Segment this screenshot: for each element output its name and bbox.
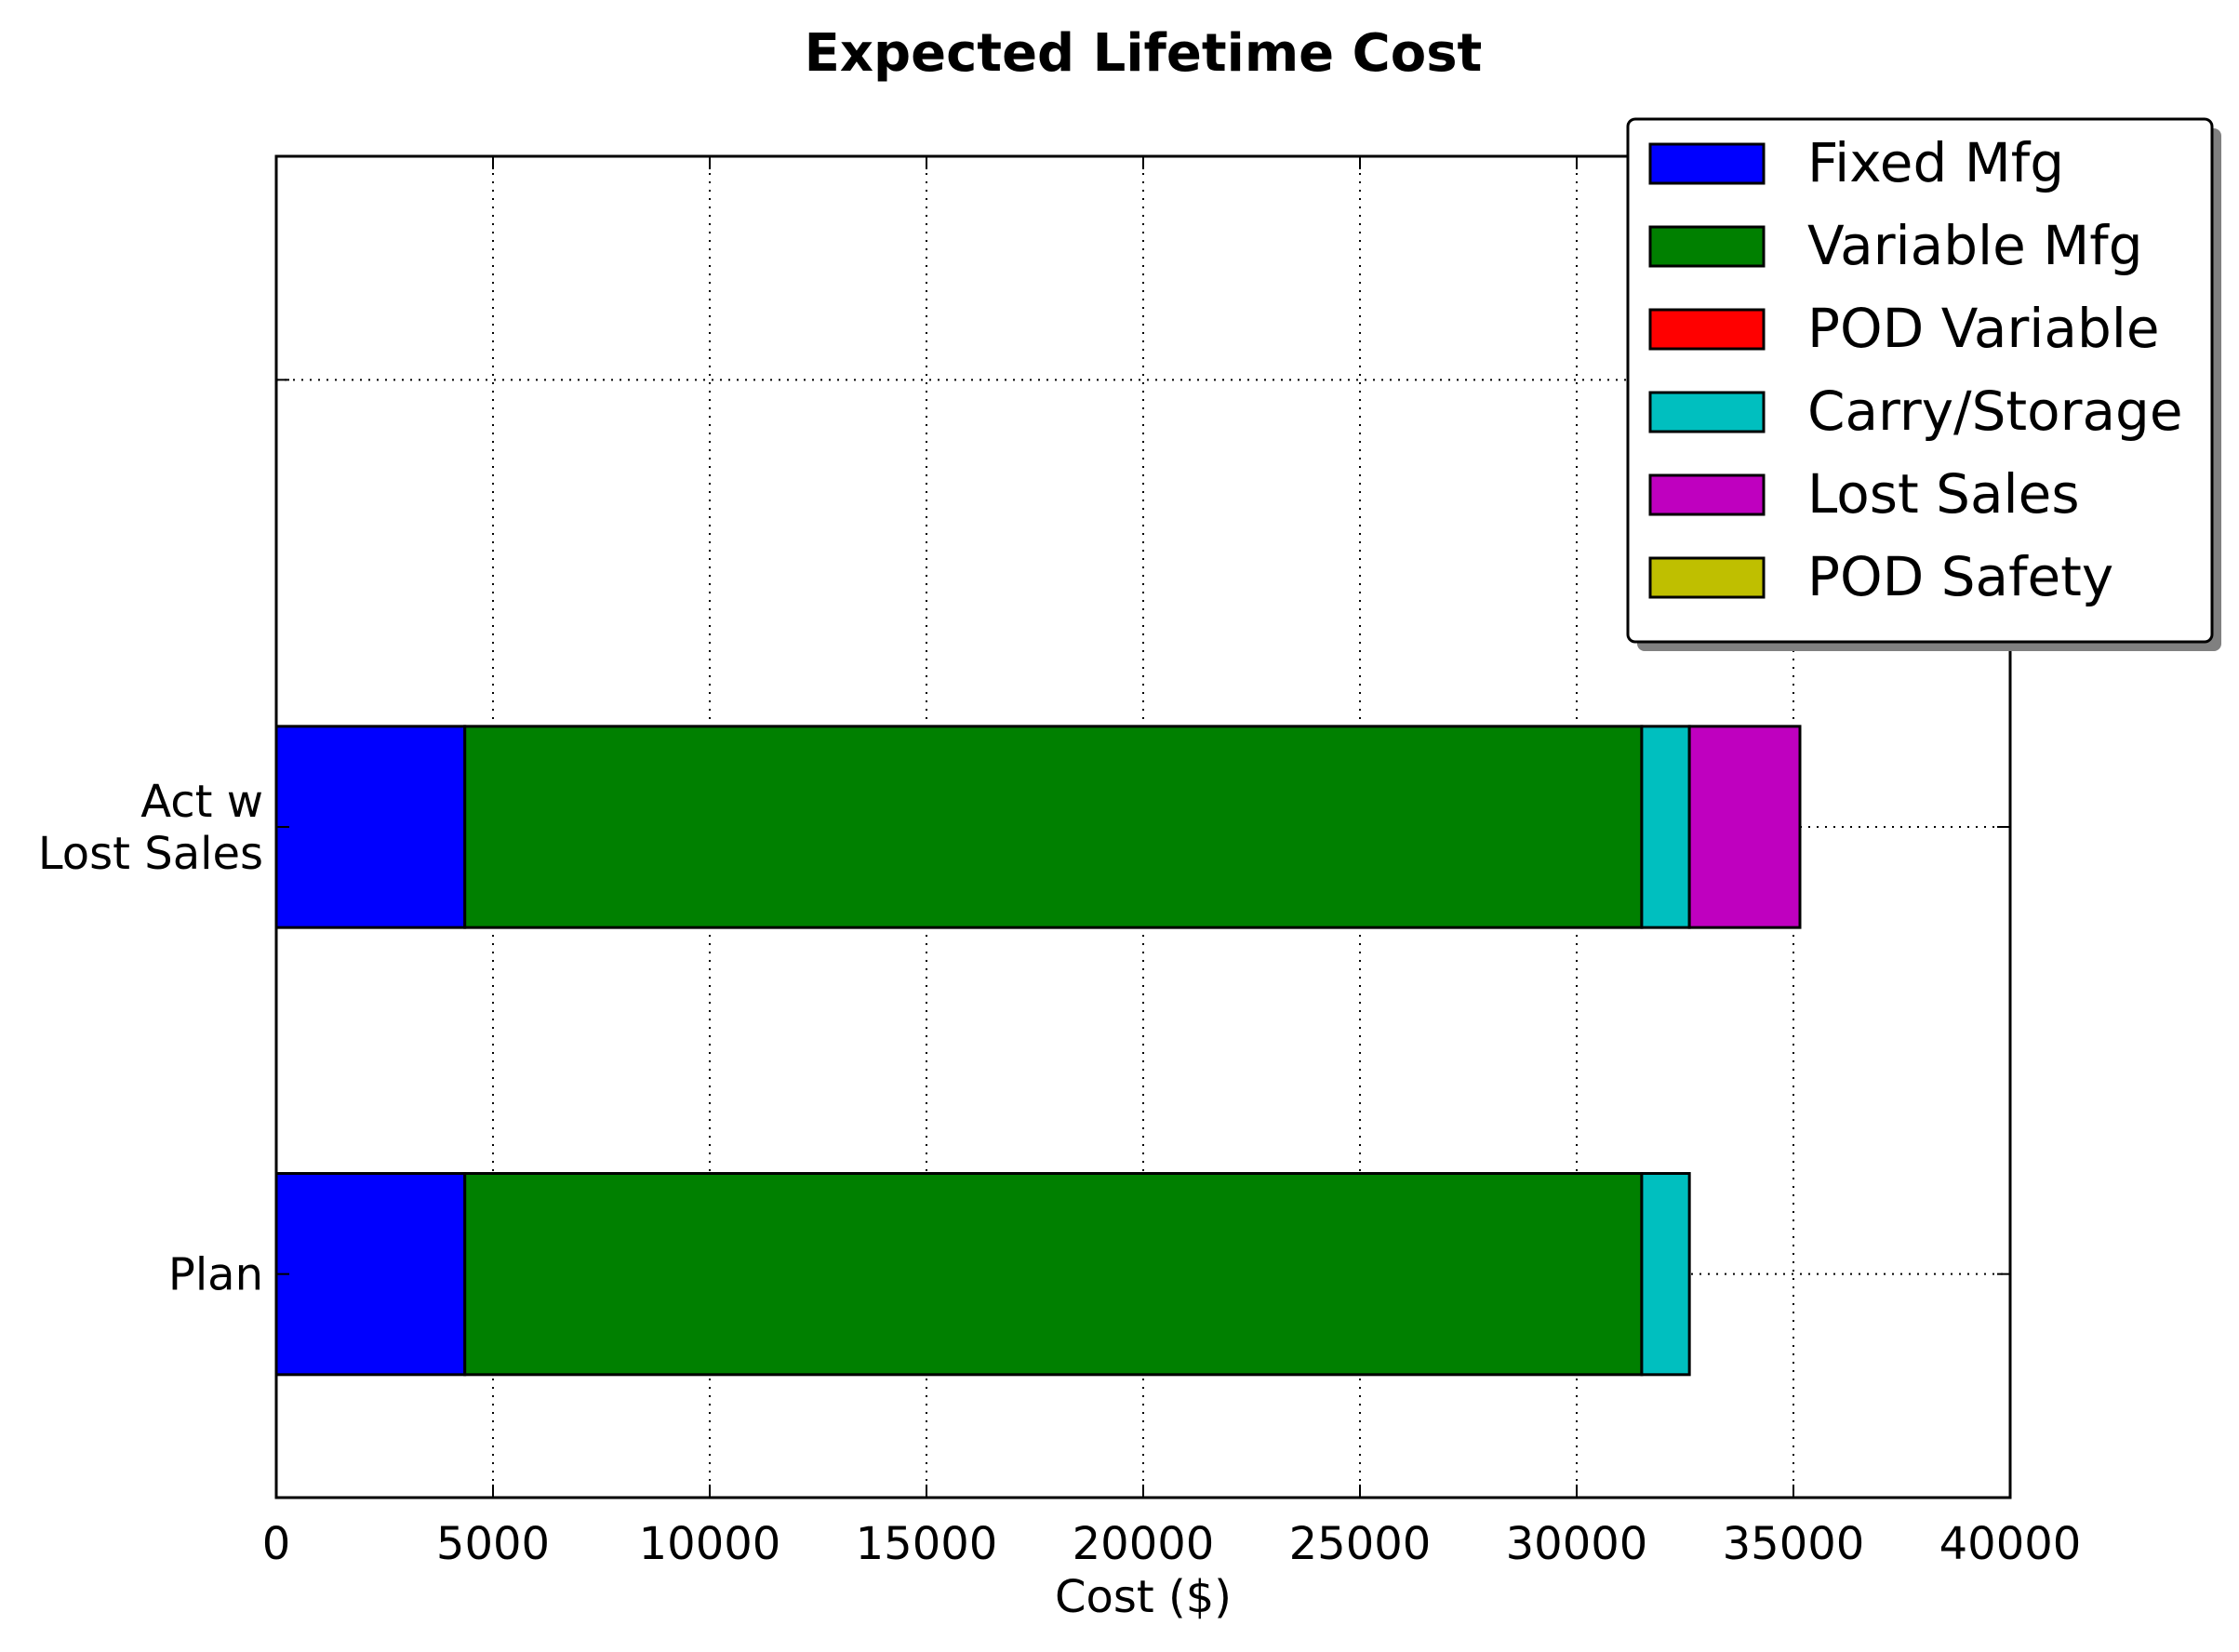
- legend-label: POD Variable: [1807, 297, 2160, 360]
- bar-segment: [274, 1172, 467, 1377]
- legend-label: POD Safety: [1807, 545, 2113, 608]
- bar-segment: [463, 1172, 1644, 1377]
- y-tick-label-line: Plan: [168, 1249, 263, 1301]
- legend-swatch: [1648, 473, 1766, 516]
- x-tick-label: 30000: [1506, 1518, 1648, 1570]
- y-tick-label: Act w Lost Sales: [38, 776, 263, 880]
- bar-segment: [463, 725, 1644, 929]
- bars: [274, 725, 1802, 1377]
- x-tick-label: 25000: [1289, 1518, 1432, 1570]
- x-tick-label: 15000: [856, 1518, 998, 1570]
- y-tick-label: Plan: [168, 1249, 263, 1301]
- legend-swatch: [1648, 308, 1766, 351]
- legend-label: Carry/Storage: [1807, 380, 2183, 443]
- x-tick-label: 20000: [1073, 1518, 1215, 1570]
- y-tick-label-line: Act w: [140, 776, 263, 828]
- x-tick-label: 5000: [436, 1518, 550, 1570]
- chart-title: Expected Lifetime Cost: [805, 23, 1483, 84]
- legend-swatch: [1648, 142, 1766, 185]
- x-axis-label: Cost ($): [1055, 1571, 1232, 1623]
- legend-box: [1626, 117, 2214, 644]
- legend-swatch: [1648, 391, 1766, 433]
- x-tick-label: 35000: [1723, 1518, 1865, 1570]
- x-tick-label: 0: [262, 1518, 291, 1570]
- legend-label: Variable Mfg: [1807, 214, 2143, 277]
- ticks: 0 5000 10000 15000 20000 25000 30000 35000 40000…: [38, 156, 2081, 1570]
- bar-segment: [274, 725, 467, 929]
- bar-segment: [1687, 725, 1802, 929]
- bar-segment: [1640, 725, 1691, 929]
- legend-swatch: [1648, 225, 1766, 268]
- x-tick-label: 40000: [1939, 1518, 2082, 1570]
- x-tick-label: 10000: [639, 1518, 781, 1570]
- y-tick-label-line: Lost Sales: [38, 828, 263, 880]
- legend: Fixed Mfg Variable Mfg POD Variable Carry/S…: [1626, 117, 2221, 651]
- bar-segment: [1640, 1172, 1691, 1377]
- legend-swatch: [1648, 556, 1766, 599]
- legend-label: Lost Sales: [1807, 462, 2080, 526]
- legend-label: Fixed Mfg: [1807, 131, 2064, 194]
